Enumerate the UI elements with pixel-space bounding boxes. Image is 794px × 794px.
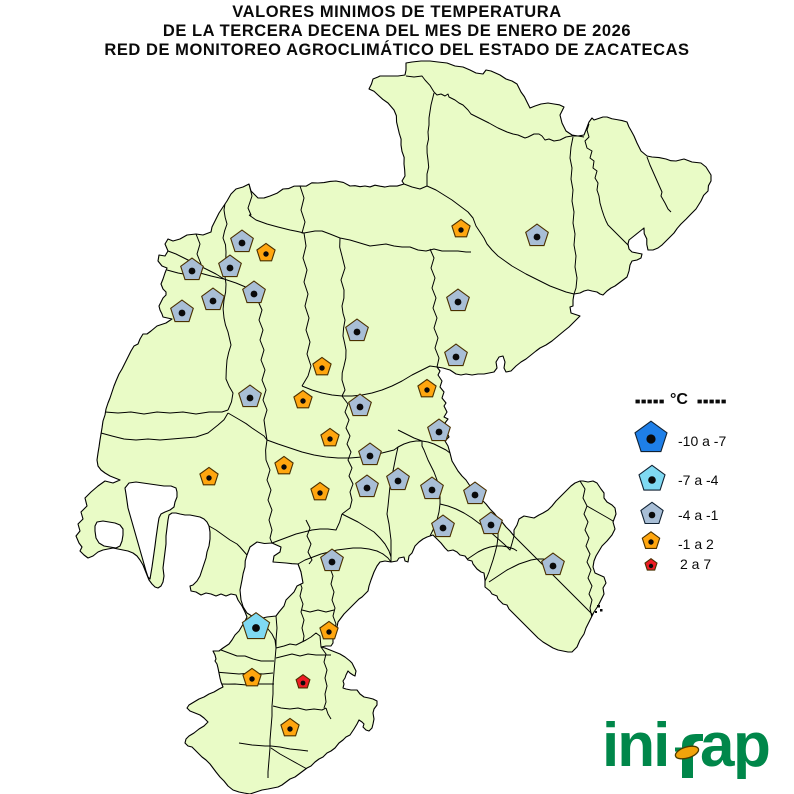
svg-text:ini: ini: [602, 711, 668, 780]
svg-text:ap: ap: [700, 711, 769, 780]
